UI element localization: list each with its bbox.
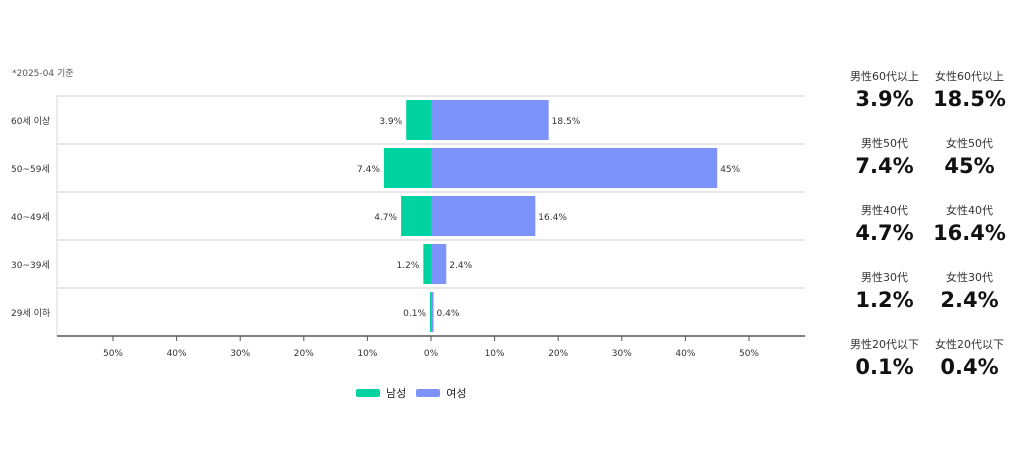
category-label: 30~39세 [11, 260, 50, 271]
x-tick-label: 10% [357, 349, 377, 359]
x-tick-label: 20% [294, 349, 314, 359]
bar-male [401, 196, 431, 236]
stat-label: 男性40代 [861, 204, 908, 217]
x-tick-label: 40% [675, 349, 695, 359]
bar-male [430, 292, 431, 332]
stat-male: 男性40代 4.7% [842, 202, 927, 269]
x-tick-label: 40% [167, 349, 187, 359]
category-label: 29세 이하 [11, 308, 51, 319]
category-label: 40~49세 [11, 212, 50, 223]
x-tick-label: 50% [739, 349, 759, 359]
bar-male [406, 100, 431, 140]
legend-item-male[interactable]: 남성 [356, 385, 406, 401]
stat-female: 女性30代 2.4% [927, 269, 1012, 336]
legend-item-female[interactable]: 여성 [416, 385, 467, 401]
data-label-female: 18.5% [552, 117, 581, 127]
legend-swatch-female [416, 389, 441, 397]
bar-female [431, 196, 536, 236]
data-label-male: 1.2% [396, 261, 419, 271]
x-tick-label: 50% [103, 349, 123, 359]
stat-row: 男性30代 1.2% 女性30代 2.4% [842, 269, 1012, 336]
stat-value: 45% [944, 154, 995, 178]
age-gender-chart: 60세 이상 3.9% 18.5% 50~59세 7.4% 45% 40~49세 4.7% 16… [11, 95, 805, 359]
stat-row: 男性60代以上 3.9% 女性60代以上 18.5% [842, 68, 1012, 135]
data-label-male: 3.9% [379, 117, 402, 127]
bar-female [431, 292, 434, 332]
data-label-male: 7.4% [357, 165, 380, 175]
stat-female: 女性40代 16.4% [927, 202, 1012, 269]
x-tick-label: 30% [230, 349, 250, 359]
data-label-male: 4.7% [374, 213, 397, 223]
data-label-female: 2.4% [449, 261, 472, 271]
stat-value: 16.4% [933, 221, 1006, 245]
stat-male: 男性20代以下 0.1% [842, 336, 927, 403]
bar-male [383, 148, 431, 188]
stat-value: 0.1% [855, 355, 914, 379]
stat-row: 男性50代 7.4% 女性50代 45% [842, 135, 1012, 202]
stat-label: 男性60代以上 [850, 70, 919, 83]
stat-female: 女性60代以上 18.5% [927, 68, 1012, 135]
stat-value: 18.5% [933, 87, 1006, 111]
stat-value: 0.4% [940, 355, 999, 379]
data-label-male: 0.1% [403, 309, 426, 319]
stat-label: 男性50代 [861, 137, 908, 150]
legend-swatch-male [356, 389, 380, 397]
data-date-note: *2025-04 기준 [12, 69, 74, 79]
data-label-female: 16.4% [538, 213, 567, 223]
bar-male [423, 244, 431, 284]
stat-label: 女性30代 [946, 271, 993, 284]
stat-female: 女性50代 45% [927, 135, 1012, 202]
stat-value: 4.7% [855, 221, 914, 245]
stat-row: 男性40代 4.7% 女性40代 16.4% [842, 202, 1012, 269]
bar-female [431, 244, 447, 284]
bar-female [431, 100, 549, 140]
legend-label-female: 여성 [446, 387, 467, 400]
chart-legend: 남성 여성 [356, 385, 477, 401]
stat-label: 男性30代 [861, 271, 908, 284]
x-tick-label: 0% [424, 349, 439, 359]
data-label-female: 45% [720, 165, 740, 175]
stat-label: 男性20代以下 [850, 338, 919, 351]
stat-label: 女性60代以上 [935, 70, 1004, 83]
stat-male: 男性30代 1.2% [842, 269, 927, 336]
x-tick-label: 10% [485, 349, 505, 359]
stat-value: 3.9% [855, 87, 914, 111]
stat-male: 男性50代 7.4% [842, 135, 927, 202]
stat-female: 女性20代以下 0.4% [927, 336, 1012, 403]
stat-value: 7.4% [855, 154, 914, 178]
stat-value: 1.2% [855, 288, 914, 312]
stat-value: 2.4% [940, 288, 999, 312]
stat-label: 女性40代 [946, 204, 993, 217]
x-tick-label: 30% [612, 349, 632, 359]
x-tick-label: 20% [548, 349, 568, 359]
data-label-female: 0.4% [437, 309, 460, 319]
stat-label: 女性50代 [946, 137, 993, 150]
category-label: 60세 이상 [11, 116, 50, 127]
stat-label: 女性20代以下 [935, 338, 1004, 351]
stats-panel: 男性60代以上 3.9% 女性60代以上 18.5% 男性50代 7.4% 女性… [842, 68, 1012, 403]
bar-female [431, 148, 718, 188]
legend-label-male: 남성 [386, 387, 407, 400]
category-label: 50~59세 [11, 164, 50, 175]
stat-row: 男性20代以下 0.1% 女性20代以下 0.4% [842, 336, 1012, 403]
stat-male: 男性60代以上 3.9% [842, 68, 927, 135]
